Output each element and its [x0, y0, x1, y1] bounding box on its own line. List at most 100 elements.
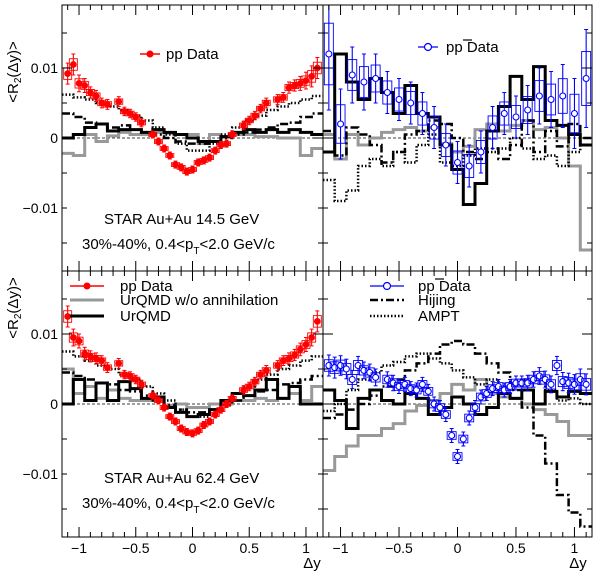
axis-ticks-top-right [323, 5, 592, 271]
data-point [256, 103, 266, 114]
data-point [176, 163, 186, 172]
data-point [440, 407, 451, 422]
x-axis-label-right: Δy [569, 555, 587, 572]
data-point [261, 97, 271, 109]
data-point [307, 65, 317, 88]
legend-bottom-right: pp Data Hijing AMPT [370, 278, 471, 325]
x-tick-label: −0.5 [122, 540, 150, 556]
curve-urqmd [323, 388, 592, 430]
data-point [464, 410, 475, 426]
data-point [581, 29, 592, 128]
y-tick-label: −0.01 [23, 466, 59, 482]
data-point [239, 385, 249, 395]
data-point [165, 412, 175, 421]
panel-bottom-left: 0.01 0 −0.01 −1 −0.5 0 0.5 1 [23, 270, 324, 556]
data-point [546, 375, 557, 394]
data-point [464, 144, 475, 188]
x-tick-label: 0 [454, 540, 462, 556]
data-point [102, 362, 112, 373]
legend-marker-pp-2 [83, 282, 91, 290]
data-point [307, 328, 317, 347]
data-point [394, 78, 404, 121]
x-tick-label: −1 [333, 540, 349, 556]
data-point [278, 92, 288, 103]
data-point [551, 355, 562, 376]
data-point [557, 64, 568, 128]
data-point [534, 67, 545, 125]
data-point [131, 374, 141, 385]
data-point [171, 417, 180, 426]
data-point [382, 71, 393, 114]
data-point [423, 383, 434, 399]
y-tick-label: 0.01 [31, 60, 58, 76]
data-point [119, 106, 129, 117]
data-point [487, 381, 498, 397]
data-point [91, 352, 101, 365]
data-point [446, 428, 457, 443]
plot-area-bottom-left [62, 305, 323, 438]
legend-marker-ppbar [423, 42, 433, 52]
data-point [452, 449, 463, 464]
data-point [546, 71, 557, 128]
x-tick-label: −1 [71, 540, 87, 556]
data-point [159, 403, 169, 412]
x-tick-label: 0 [189, 540, 197, 556]
data-point [210, 410, 220, 419]
data-point [534, 367, 545, 385]
data-point [290, 348, 300, 362]
data-point [394, 379, 404, 394]
data-point [370, 368, 381, 387]
data-point [335, 355, 346, 376]
data-point [205, 417, 214, 426]
data-point [165, 151, 175, 160]
data-point [261, 365, 271, 376]
legend-bottom-left: pp Data UrQMD w/o annihilation UrQMD [70, 278, 278, 325]
curve-hijing [323, 339, 592, 528]
data-point [74, 333, 84, 349]
legend-label-ampt: AMPT [418, 308, 460, 325]
legend-marker-pp [146, 50, 154, 58]
y-tick-label: 0 [50, 130, 58, 146]
data-point [290, 79, 300, 92]
data-point [114, 96, 124, 107]
data-point [358, 53, 369, 111]
annotation-bottom-line2: 30%-40%, 0.4<pT<2.0 GeV/c [82, 495, 275, 516]
axis-ticks-top-left [62, 5, 323, 271]
data-point [102, 99, 112, 110]
data-point [136, 117, 146, 128]
legend-label-ppbar-2: pp Data [418, 278, 471, 295]
y-axis-label-bottom: <R2(Δy)> [5, 277, 24, 339]
data-point [452, 141, 463, 184]
y-axis-label-top: <R2(Δy)> [5, 41, 24, 103]
data-point [222, 139, 231, 148]
data-point [154, 137, 163, 146]
data-point [227, 394, 237, 403]
data-point [136, 379, 146, 390]
curve-hijing [323, 119, 592, 164]
legend-label-pp: pp Data [166, 46, 219, 63]
data-point [575, 368, 586, 391]
panel-top-left: 0.01 0 −0.01 [23, 4, 324, 272]
curve-urqmd-w-o-annihilation [323, 378, 592, 472]
data-point [114, 358, 124, 369]
data-point [97, 355, 107, 366]
data-point [487, 106, 498, 149]
panel-top-right [322, 4, 593, 272]
y-tick-label: 0 [50, 396, 58, 412]
data-point [148, 391, 158, 400]
curve-urqmd-w-o-annihilation [62, 367, 323, 409]
x-tick-label: −0.5 [385, 540, 413, 556]
plot-area-top-right [323, 5, 592, 252]
data-point [458, 431, 469, 447]
data-point [244, 115, 254, 126]
data-point [312, 310, 322, 333]
panels: 0.010−0.010.010−0.01−1 −0.5 0 0.5 1 −1 −0.5 0 0.… [23, 4, 593, 556]
legend-label-ppbar: pp Data [446, 39, 499, 56]
data-point [205, 153, 214, 162]
data-point [475, 130, 486, 174]
axis-ticks-bottom-left [62, 271, 323, 537]
annotation-bottom-line1: STAR Au+Au 62.4 GeV [104, 470, 259, 487]
axis-ticks-bottom-right [323, 271, 592, 537]
data-point [227, 130, 237, 139]
data-point [581, 373, 592, 396]
